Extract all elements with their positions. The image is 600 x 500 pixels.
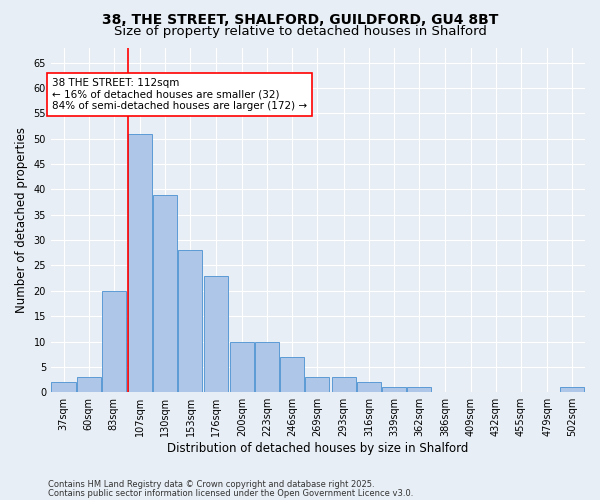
X-axis label: Distribution of detached houses by size in Shalford: Distribution of detached houses by size … [167,442,469,455]
Bar [128,134,152,392]
Bar [178,250,202,392]
Bar [560,387,584,392]
Bar [407,387,431,392]
Bar [153,194,178,392]
Bar [230,342,254,392]
Text: 38, THE STREET, SHALFORD, GUILDFORD, GU4 8BT: 38, THE STREET, SHALFORD, GUILDFORD, GU4… [102,12,498,26]
Bar [203,276,227,392]
Bar [357,382,381,392]
Bar [255,342,279,392]
Bar [305,377,329,392]
Bar [102,291,126,392]
Bar [332,377,356,392]
Bar [280,356,304,392]
Text: Size of property relative to detached houses in Shalford: Size of property relative to detached ho… [113,24,487,38]
Bar [77,377,101,392]
Bar [52,382,76,392]
Y-axis label: Number of detached properties: Number of detached properties [15,127,28,313]
Text: Contains public sector information licensed under the Open Government Licence v3: Contains public sector information licen… [48,489,413,498]
Text: Contains HM Land Registry data © Crown copyright and database right 2025.: Contains HM Land Registry data © Crown c… [48,480,374,489]
Text: 38 THE STREET: 112sqm
← 16% of detached houses are smaller (32)
84% of semi-deta: 38 THE STREET: 112sqm ← 16% of detached … [52,78,307,111]
Bar [382,387,406,392]
